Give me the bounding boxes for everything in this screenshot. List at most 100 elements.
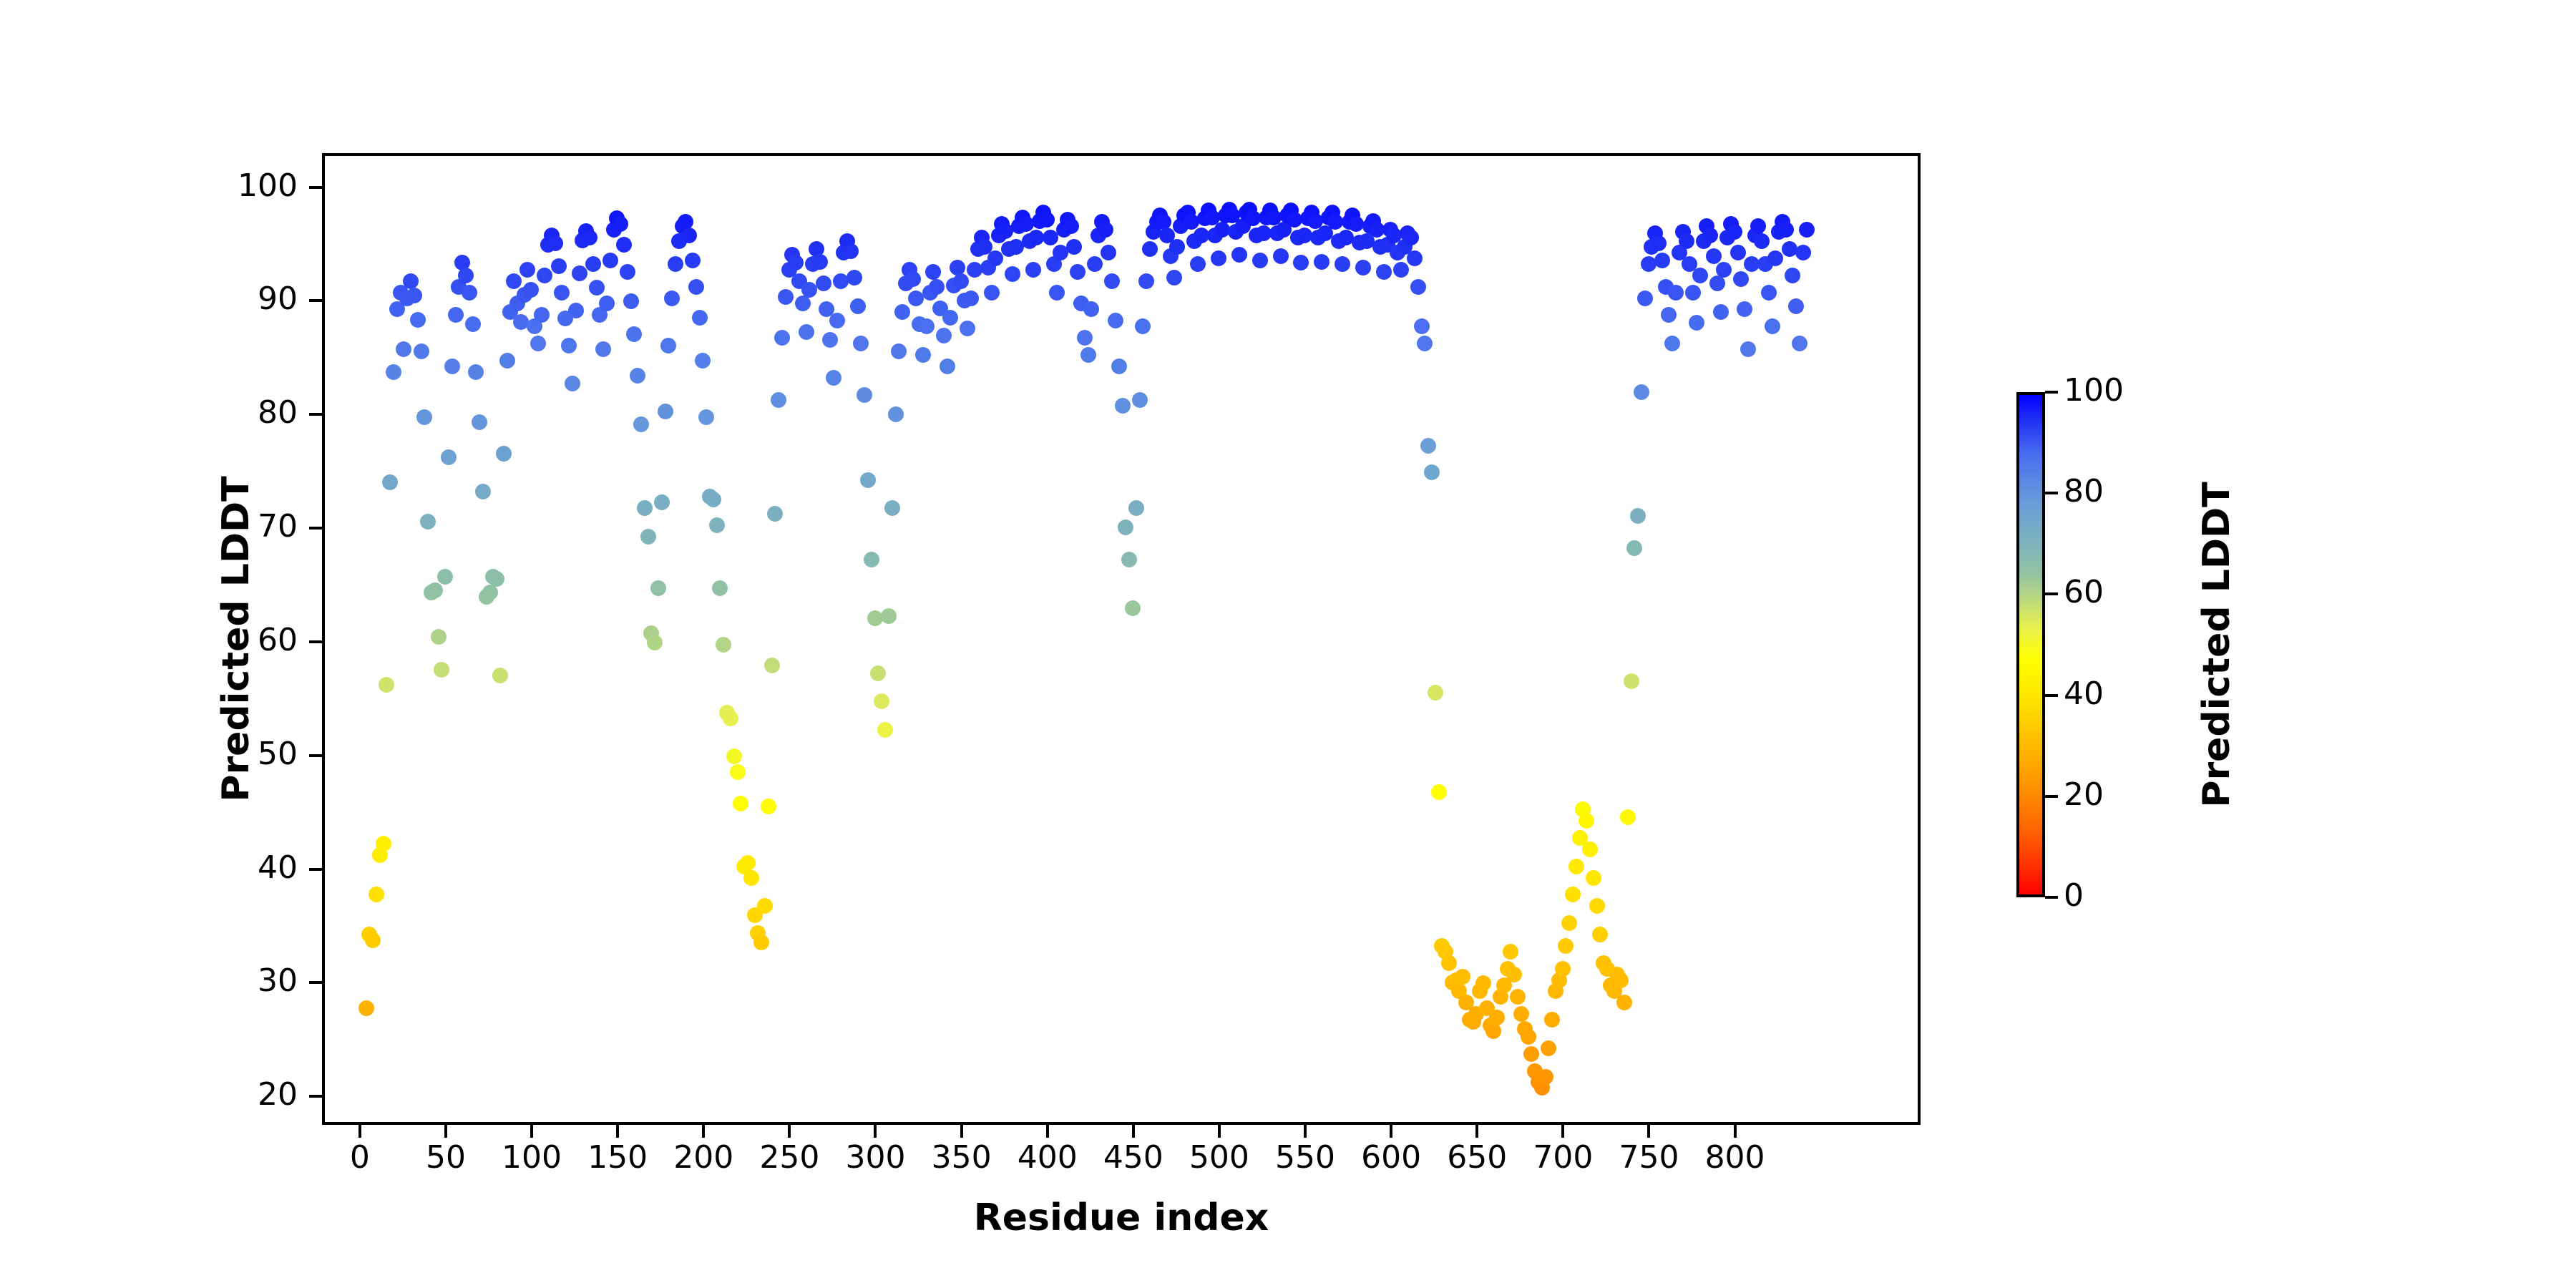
- scatter-point: [1795, 245, 1811, 260]
- x-axis-title: Residue index: [973, 1196, 1269, 1239]
- scatter-point: [527, 318, 543, 335]
- colorbar-tick-label: 0: [2064, 877, 2084, 914]
- scatter-point: [626, 326, 643, 343]
- scatter-point: [826, 369, 842, 386]
- scatter-point: [420, 514, 436, 530]
- scatter-point: [688, 278, 704, 295]
- scatter-point: [1317, 225, 1334, 241]
- scatter-point: [1561, 915, 1578, 932]
- scatter-point: [1204, 209, 1220, 225]
- scatter-point: [705, 491, 721, 507]
- x-tick: [1475, 1125, 1479, 1138]
- scatter-point: [1692, 267, 1708, 283]
- scatter-point: [891, 343, 907, 360]
- scatter-point: [1554, 960, 1571, 977]
- scatter-point: [1101, 245, 1117, 260]
- scatter-point: [1392, 261, 1409, 278]
- y-tick-label: 20: [258, 1076, 298, 1113]
- scatter-point: [1733, 270, 1750, 287]
- scatter-point: [743, 869, 759, 886]
- scatter-point: [406, 288, 422, 304]
- scatter-point: [1441, 955, 1457, 971]
- scatter-point: [967, 261, 982, 278]
- scatter-point: [1764, 318, 1780, 335]
- scatter-point: [1049, 284, 1065, 301]
- scatter-point: [1785, 267, 1801, 283]
- scatter-point: [1156, 214, 1172, 230]
- scatter-point: [1142, 241, 1158, 258]
- scatter-point: [1413, 318, 1430, 335]
- x-tick: [1217, 1125, 1221, 1138]
- x-tick-label: 500: [1189, 1139, 1249, 1176]
- scatter-point: [1114, 398, 1131, 414]
- scatter-point: [506, 273, 522, 289]
- scatter-point: [647, 634, 663, 650]
- scatter-point: [894, 303, 911, 320]
- scatter-point: [592, 307, 608, 323]
- scatter-point: [653, 494, 670, 511]
- scatter-point: [668, 255, 684, 272]
- scatter-point: [1709, 275, 1725, 291]
- scatter-point: [1651, 235, 1667, 252]
- scatter-point: [1118, 519, 1134, 536]
- scatter-point: [935, 327, 952, 343]
- scatter-point: [963, 290, 980, 306]
- scatter-point: [447, 307, 464, 323]
- scatter-point: [1214, 222, 1230, 238]
- scatter-point: [1369, 222, 1385, 238]
- scatter-point: [716, 636, 732, 653]
- y-tick-label: 80: [258, 394, 298, 431]
- scatter-point: [681, 228, 698, 244]
- x-tick-label: 0: [349, 1139, 370, 1176]
- x-tick-label: 150: [587, 1139, 648, 1176]
- scatter-point: [1537, 1068, 1553, 1085]
- scatter-point: [602, 253, 618, 269]
- scatter-point: [1729, 245, 1746, 260]
- scatter-point: [464, 316, 481, 333]
- scatter-point: [1104, 273, 1121, 289]
- x-tick: [1733, 1125, 1737, 1138]
- scatter-point: [1523, 1045, 1540, 1062]
- x-tick-label: 600: [1361, 1139, 1422, 1176]
- scatter-point: [1004, 266, 1020, 283]
- scatter-point: [585, 255, 601, 272]
- scatter-point: [1224, 207, 1241, 223]
- x-tick: [874, 1125, 877, 1138]
- scatter-point: [733, 796, 749, 812]
- scatter-point: [564, 375, 580, 391]
- scatter-point: [1080, 346, 1096, 363]
- x-tick-label: 700: [1533, 1139, 1594, 1176]
- scatter-point: [461, 284, 477, 301]
- scatter-point: [1767, 250, 1784, 266]
- scatter-point: [1682, 255, 1698, 272]
- scatter-point: [984, 284, 1000, 301]
- scatter-point: [657, 404, 673, 420]
- colorbar-tick: [2045, 693, 2058, 697]
- scatter-point: [774, 330, 790, 346]
- scatter-point: [1406, 250, 1423, 266]
- colorbar-tick: [2045, 896, 2058, 899]
- scatter-point: [1087, 255, 1103, 272]
- scatter-point: [1726, 224, 1742, 240]
- x-tick: [358, 1125, 361, 1138]
- scatter-point: [495, 446, 512, 462]
- scatter-point: [753, 935, 770, 951]
- scatter-point: [829, 313, 845, 329]
- scatter-point: [426, 582, 443, 598]
- scatter-point: [369, 887, 385, 903]
- y-tick: [309, 413, 322, 416]
- scatter-point: [722, 711, 738, 727]
- scatter-point: [537, 267, 553, 283]
- scatter-point: [819, 301, 835, 318]
- x-tick-label: 800: [1704, 1139, 1765, 1176]
- y-tick: [309, 981, 322, 985]
- scatter-point: [1788, 298, 1805, 314]
- x-tick-label: 550: [1275, 1139, 1335, 1176]
- scatter-point: [1028, 230, 1045, 246]
- colorbar-tick: [2045, 492, 2058, 495]
- scatter-point: [1558, 937, 1574, 954]
- scatter-point: [444, 358, 460, 374]
- y-tick: [309, 185, 322, 189]
- scatter-point: [771, 392, 787, 409]
- scatter-point: [547, 235, 563, 252]
